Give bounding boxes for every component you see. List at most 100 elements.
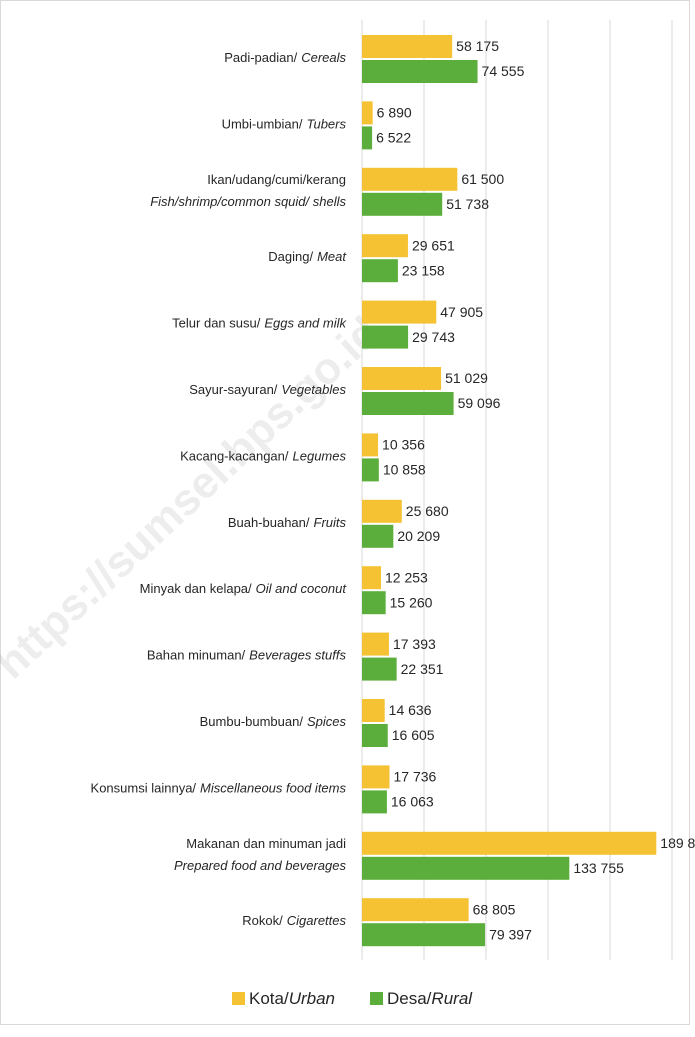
value-label: 12 253 — [385, 569, 428, 585]
value-label: 17 736 — [393, 769, 436, 785]
category-local: Bahan minuman/ — [147, 648, 246, 663]
bar — [362, 458, 379, 482]
value-label: 10 858 — [383, 462, 426, 478]
category-local: Makanan dan minuman jadi — [186, 836, 346, 851]
category-english: Cereals — [301, 50, 346, 65]
value-label: 61 500 — [461, 171, 504, 187]
category-label: Daging/Meat — [268, 250, 347, 265]
value-label: 51 738 — [446, 196, 489, 212]
category-english: Fish/shrimp/common squid/ shells — [150, 194, 346, 209]
bar — [362, 923, 486, 947]
legend-label: Desa/Rural — [387, 989, 473, 1008]
category-label: Rokok/Cigarettes — [242, 914, 346, 929]
category-english: Meat — [317, 250, 347, 265]
bar — [362, 167, 458, 191]
category-local: Bumbu-bumbuan/ — [200, 714, 304, 729]
bar — [362, 699, 385, 722]
category-english: Eggs and milk — [264, 316, 347, 331]
category-local: Konsumsi lainnya/ — [91, 781, 197, 796]
category-english: Miscellaneous food items — [200, 781, 346, 796]
bar — [362, 765, 390, 789]
category-label: Sayur-sayuran/Vegetables — [189, 382, 346, 397]
value-label: 22 351 — [401, 661, 444, 677]
value-label: 16 063 — [391, 794, 434, 810]
bar — [362, 831, 657, 855]
category-label: Buah-buahan/Fruits — [228, 515, 347, 530]
category-label: Padi-padian/Cereals — [224, 50, 346, 65]
category-english: Fruits — [314, 515, 347, 530]
category-english: Vegetables — [281, 382, 346, 397]
value-label: 133 755 — [573, 860, 624, 876]
category-english: Tubers — [307, 117, 347, 132]
category-label: Telur dan susu/Eggs and milk — [172, 316, 347, 331]
value-label: 23 158 — [402, 262, 445, 278]
value-label: 189 874 — [660, 835, 695, 851]
category-label: Bumbu-bumbuan/Spices — [200, 714, 347, 729]
category-label: Bahan minuman/Beverages stuffs — [147, 648, 347, 663]
bar — [362, 325, 409, 349]
category-local: Rokok/ — [242, 914, 283, 929]
value-label: 6 890 — [377, 105, 412, 121]
bar — [362, 790, 387, 814]
value-label: 15 260 — [390, 594, 433, 610]
value-label: 68 805 — [473, 901, 516, 917]
value-label: 16 605 — [392, 727, 435, 743]
value-label: 74 555 — [482, 63, 525, 79]
value-label: 10 356 — [382, 437, 425, 453]
bar — [362, 898, 469, 922]
bar — [362, 192, 443, 216]
value-label: 51 029 — [445, 370, 488, 386]
bar — [362, 234, 408, 258]
category-label: Minyak dan kelapa/Oil and coconut — [140, 582, 348, 597]
bar — [362, 35, 453, 58]
category-local: Daging/ — [268, 250, 313, 265]
category-local: Padi-padian/ — [224, 50, 297, 65]
category-local: Kacang-kacangan/ — [180, 449, 289, 464]
value-label: 59 096 — [458, 395, 501, 411]
bar — [362, 392, 454, 415]
legend-label: Kota/Urban — [249, 989, 335, 1008]
value-label: 29 651 — [412, 237, 455, 253]
bar — [362, 499, 402, 523]
legend-swatch — [232, 992, 245, 1005]
category-english: Beverages stuffs — [249, 648, 346, 663]
bar — [362, 524, 394, 548]
category-local: Umbi-umbian/ — [222, 117, 303, 132]
bar — [362, 856, 570, 880]
bar — [362, 632, 389, 656]
value-label: 47 905 — [440, 304, 483, 320]
bar — [362, 724, 388, 747]
category-local: Minyak dan kelapa/ — [140, 582, 252, 597]
category-english: Legumes — [293, 449, 347, 464]
bar — [362, 566, 381, 590]
category-local: Telur dan susu/ — [172, 316, 261, 331]
category-english: Cigarettes — [287, 914, 347, 929]
category-label: Kacang-kacangan/Legumes — [180, 449, 346, 464]
bar — [362, 591, 386, 615]
value-label: 29 743 — [412, 329, 455, 345]
value-label: 6 522 — [376, 130, 411, 146]
category-english: Oil and coconut — [256, 582, 348, 597]
bar — [362, 367, 442, 390]
category-local: Sayur-sayuran/ — [189, 382, 278, 397]
category-english: Prepared food and beverages — [174, 858, 347, 873]
value-label: 20 209 — [397, 528, 440, 544]
bar — [362, 300, 437, 324]
bar — [362, 60, 478, 83]
category-local: Buah-buahan/ — [228, 515, 310, 530]
bar — [362, 259, 398, 283]
bar — [362, 101, 373, 125]
bar — [362, 657, 397, 681]
value-label: 25 680 — [406, 503, 449, 519]
category-label: Konsumsi lainnya/Miscellaneous food item… — [91, 781, 347, 796]
legend-swatch — [370, 992, 383, 1005]
bar — [362, 433, 379, 457]
category-english: Spices — [307, 714, 347, 729]
bar — [362, 126, 373, 150]
value-label: 14 636 — [389, 702, 432, 718]
value-label: 58 175 — [456, 38, 499, 54]
category-label: Umbi-umbian/Tubers — [222, 117, 347, 132]
value-label: 79 397 — [489, 926, 532, 942]
category-local: Ikan/udang/cumi/kerang — [207, 172, 346, 187]
